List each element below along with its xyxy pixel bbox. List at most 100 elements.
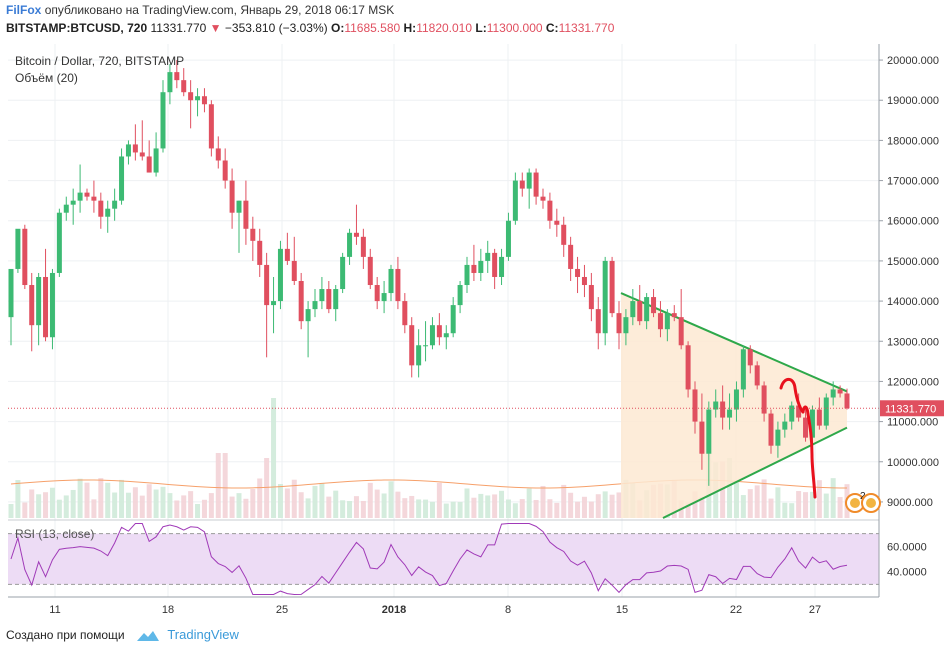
candle-body — [623, 317, 629, 334]
candle — [816, 397, 822, 430]
volume-bar — [505, 499, 511, 518]
volume-bar — [174, 500, 180, 518]
candle-body — [775, 429, 781, 446]
candle-body — [720, 401, 726, 418]
candle-body — [340, 256, 346, 290]
candle-body — [457, 285, 463, 306]
candle-body — [581, 276, 587, 286]
candle — [561, 216, 567, 257]
candle — [782, 413, 788, 438]
chart-axes: 20000.000 19000.000 18000.000 17000.000 1600… — [8, 44, 944, 616]
candle-body — [15, 228, 21, 269]
volume-bar — [768, 498, 774, 518]
candle-body — [49, 272, 55, 338]
candle-body — [609, 260, 615, 314]
candle — [595, 297, 601, 350]
candle-body — [146, 156, 152, 173]
candle — [685, 341, 691, 398]
volume-bar — [236, 493, 242, 518]
candle — [312, 289, 318, 318]
volume-bar — [423, 499, 429, 518]
resistance-trendline — [620, 292, 848, 393]
rsi-tick-label: 40.0000 — [887, 567, 927, 579]
volume-bar — [492, 494, 498, 518]
price-chart[interactable]: 20000.000 19000.000 18000.000 17000.000 1600… — [0, 40, 949, 628]
candle — [43, 248, 49, 342]
candle-body — [77, 192, 83, 201]
candle-body — [803, 417, 809, 438]
candle — [471, 244, 477, 281]
price-tag-label: 11331.770 — [885, 403, 936, 415]
candle-body — [243, 200, 249, 229]
volume-bar — [15, 480, 21, 518]
candle — [271, 276, 277, 334]
candle — [644, 293, 650, 330]
volume-bar — [388, 481, 394, 518]
volume-bar — [112, 492, 118, 518]
candle — [264, 252, 270, 358]
support-trendline — [662, 426, 848, 519]
candle-body — [312, 301, 318, 310]
candle — [409, 317, 415, 378]
volume-bar — [402, 498, 408, 518]
candle-body — [201, 96, 207, 105]
candle-body — [816, 409, 822, 426]
candle — [22, 224, 28, 290]
candle — [381, 281, 387, 314]
candle-body — [91, 196, 97, 201]
volume-bar — [595, 494, 601, 518]
candle — [485, 240, 491, 273]
candle-body — [492, 252, 498, 277]
candle-body — [727, 409, 733, 418]
candle — [775, 421, 781, 458]
candle-body — [823, 397, 829, 426]
candle — [367, 248, 373, 290]
volume-bar — [540, 485, 546, 518]
candle — [284, 232, 290, 265]
candle — [70, 188, 76, 225]
candle-body — [671, 313, 677, 318]
candle-body — [450, 305, 456, 334]
volume-bar — [823, 493, 829, 518]
candle — [754, 361, 760, 390]
volume-bar — [568, 492, 574, 518]
volume-bar — [436, 482, 442, 518]
tradingview-link[interactable]: TradingView — [167, 627, 239, 642]
volume-bar — [381, 493, 387, 518]
volume-bar — [284, 488, 290, 518]
candle — [450, 297, 456, 338]
volume-bar — [395, 491, 401, 518]
volume-bar — [125, 492, 131, 518]
candle — [761, 381, 767, 422]
candle — [8, 268, 14, 346]
volume-bar — [243, 498, 249, 518]
candle-body — [374, 285, 380, 302]
candle-body — [713, 401, 719, 410]
author-name[interactable]: FilFox — [6, 3, 42, 17]
candle-body — [291, 260, 297, 281]
tradingview-logo-icon[interactable] — [136, 629, 160, 643]
candle — [353, 204, 359, 245]
candle-body — [685, 345, 691, 390]
price-tick-label: 12000.000 — [887, 376, 939, 388]
price-tick-label: 15000.000 — [887, 256, 939, 268]
candle — [499, 248, 505, 286]
candle — [188, 80, 194, 129]
candle — [250, 216, 256, 261]
candle-body — [236, 200, 242, 213]
candle — [132, 124, 138, 161]
open-label: O: — [330, 21, 345, 35]
volume-bar — [816, 480, 822, 518]
plot-background — [8, 44, 879, 597]
candle — [305, 301, 311, 358]
candle-body — [264, 264, 270, 306]
alert-badge[interactable]: 2 — [845, 491, 881, 513]
volume-bar — [201, 499, 207, 518]
candle-body — [8, 268, 14, 318]
candle — [664, 309, 670, 342]
high-value: 11820.010 — [416, 21, 473, 35]
price-tick-label: 17000.000 — [887, 176, 939, 188]
volume-bar — [305, 498, 311, 518]
volume-bar — [29, 489, 35, 518]
volume-bar — [277, 484, 283, 518]
